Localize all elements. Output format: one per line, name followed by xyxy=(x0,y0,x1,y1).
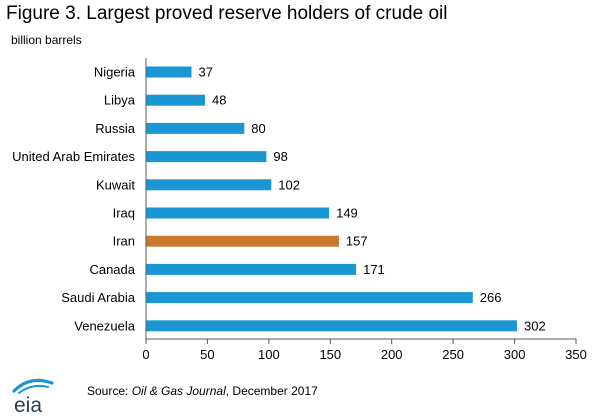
value-label-iraq: 149 xyxy=(336,206,358,221)
x-tick-label: 0 xyxy=(142,347,149,362)
value-label-canada: 171 xyxy=(363,262,385,277)
category-label-nigeria: Nigeria xyxy=(94,65,136,80)
bar-kuwait xyxy=(146,179,272,191)
source-prefix: Source: xyxy=(87,384,132,398)
category-label-saudi-arabia: Saudi Arabia xyxy=(61,290,135,305)
x-tick-label: 250 xyxy=(442,347,464,362)
x-tick-label: 200 xyxy=(381,347,403,362)
category-label-libya: Libya xyxy=(104,93,136,108)
value-label-iran: 157 xyxy=(346,234,368,249)
category-label-russia: Russia xyxy=(95,121,136,136)
x-tick-label: 150 xyxy=(319,347,341,362)
bar-iraq xyxy=(146,207,330,219)
bar-nigeria xyxy=(146,66,192,78)
source-note: Source: Oil & Gas Journal, December 2017 xyxy=(87,384,318,398)
bar-russia xyxy=(146,122,245,134)
bar-iran xyxy=(146,235,339,247)
category-label-canada: Canada xyxy=(89,262,135,277)
x-tick-label: 350 xyxy=(565,347,587,362)
x-tick-label: 50 xyxy=(200,347,214,362)
value-label-libya: 48 xyxy=(212,93,226,108)
bars-layer xyxy=(146,66,517,332)
value-label-russia: 80 xyxy=(251,121,265,136)
chart-title: Figure 3. Largest proved reserve holders… xyxy=(6,3,448,24)
category-label-iran: Iran xyxy=(113,234,135,249)
value-label-kuwait: 102 xyxy=(278,177,300,192)
value-label-nigeria: 37 xyxy=(199,65,213,80)
eia-logo-text: eia xyxy=(14,394,42,416)
bar-venezuela xyxy=(146,320,517,332)
value-label-saudi-arabia: 266 xyxy=(480,290,502,305)
category-label-venezuela: Venezuela xyxy=(74,318,135,333)
category-label-kuwait: Kuwait xyxy=(96,177,135,192)
chart-subtitle: billion barrels xyxy=(11,33,82,47)
value-labels: 37 48 80 98 102 149 157 171 266 302 xyxy=(199,65,546,334)
bar-libya xyxy=(146,94,205,106)
bar-canada xyxy=(146,263,357,275)
x-tick-label: 300 xyxy=(504,347,526,362)
x-axis: 0 50 100 150 200 250 300 350 xyxy=(142,58,587,362)
eia-logo: eia xyxy=(12,378,54,416)
source-publication: Oil & Gas Journal xyxy=(131,384,226,398)
source-suffix: , December 2017 xyxy=(225,384,318,398)
value-label-venezuela: 302 xyxy=(524,318,546,333)
bar-saudi-arabia xyxy=(146,292,473,304)
footer: eia Source: Oil & Gas Journal, December … xyxy=(0,372,600,418)
category-label-iraq: Iraq xyxy=(113,206,135,221)
bar-united-arab-emirates xyxy=(146,151,267,163)
category-labels: Nigeria Libya Russia United Arab Emirates Ku… xyxy=(12,65,136,334)
category-label-united-arab-emirates: United Arab Emirates xyxy=(12,149,135,164)
value-label-united-arab-emirates: 98 xyxy=(273,149,287,164)
bar-chart: Nigeria Libya Russia United Arab Emirates Ku… xyxy=(12,58,587,362)
x-tick-label: 100 xyxy=(258,347,280,362)
